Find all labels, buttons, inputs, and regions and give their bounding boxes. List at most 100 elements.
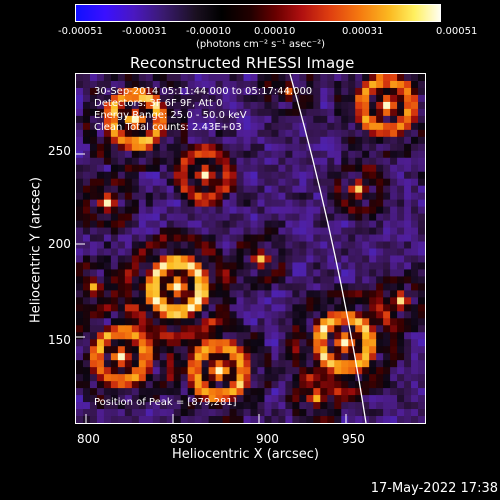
image-pixel	[292, 402, 300, 410]
image-pixel	[411, 185, 419, 194]
image-pixel	[103, 360, 112, 368]
image-pixel	[117, 367, 126, 375]
image-pixel	[348, 332, 356, 340]
image-pixel	[397, 74, 405, 82]
image-pixel	[264, 115, 273, 124]
image-pixel	[250, 157, 259, 166]
image-pixel	[159, 276, 168, 284]
image-pixel	[320, 220, 328, 229]
image-pixel	[397, 262, 405, 271]
image-pixel	[215, 108, 224, 117]
image-pixel	[124, 129, 133, 138]
image-pixel	[76, 311, 84, 319]
image-pixel	[264, 185, 273, 194]
image-pixel	[355, 269, 363, 278]
image-pixel	[271, 178, 280, 187]
image-pixel	[355, 325, 363, 333]
image-pixel	[334, 297, 342, 305]
image-pixel	[76, 346, 84, 354]
image-pixel	[334, 150, 342, 159]
image-pixel	[110, 129, 119, 138]
image-pixel	[229, 129, 238, 138]
image-pixel	[390, 304, 398, 312]
image-pixel	[320, 192, 328, 201]
image-pixel	[285, 87, 293, 96]
image-pixel	[418, 283, 425, 291]
image-pixel	[376, 171, 384, 180]
image-pixel	[201, 220, 210, 229]
image-pixel	[411, 80, 419, 89]
image-pixel	[152, 381, 161, 389]
image-pixel	[390, 129, 398, 138]
image-pixel	[320, 136, 328, 145]
image-pixel	[201, 353, 210, 361]
image-pixel	[397, 234, 405, 243]
image-pixel	[222, 164, 231, 173]
image-pixel	[313, 304, 321, 312]
image-pixel	[327, 374, 335, 382]
image-pixel	[194, 143, 203, 152]
image-pixel	[390, 318, 398, 326]
image-pixel	[194, 192, 203, 201]
image-pixel	[306, 318, 314, 326]
image-pixel	[264, 241, 273, 250]
image-pixel	[159, 311, 168, 319]
image-pixel	[110, 276, 119, 284]
image-pixel	[103, 276, 112, 284]
image-pixel	[117, 339, 126, 347]
image-pixel	[180, 122, 189, 131]
image-pixel	[117, 129, 126, 138]
image-pixel	[76, 353, 84, 361]
image-pixel	[278, 353, 286, 361]
image-pixel	[76, 409, 84, 417]
image-pixel	[362, 129, 370, 138]
image-pixel	[264, 283, 273, 291]
image-pixel	[117, 402, 126, 410]
image-pixel	[411, 290, 419, 298]
image-pixel	[362, 234, 370, 243]
image-pixel	[89, 220, 98, 229]
image-pixel	[369, 255, 377, 264]
x-tick-label: 800	[77, 432, 100, 446]
image-pixel	[278, 143, 286, 152]
image-pixel	[187, 374, 196, 382]
image-pixel	[397, 80, 405, 89]
image-pixel	[173, 269, 182, 278]
image-pixel	[159, 346, 168, 354]
image-pixel	[152, 136, 161, 145]
image-pixel	[362, 157, 370, 166]
image-pixel	[243, 234, 252, 243]
image-pixel	[152, 234, 161, 243]
image-pixel	[292, 367, 300, 375]
image-pixel	[271, 171, 280, 180]
image-pixel	[257, 346, 266, 354]
image-pixel	[397, 108, 405, 117]
image-pixel	[257, 332, 266, 340]
image-pixel	[411, 101, 419, 110]
image-pixel	[145, 143, 154, 152]
image-pixel	[194, 332, 203, 340]
image-pixel	[278, 325, 286, 333]
image-pixel	[187, 248, 196, 257]
image-pixel	[292, 220, 300, 229]
image-pixel	[299, 122, 307, 131]
image-pixel	[390, 220, 398, 229]
image-pixel	[138, 339, 147, 347]
image-pixel	[222, 332, 231, 340]
image-pixel	[243, 360, 252, 368]
image-pixel	[159, 136, 168, 145]
image-pixel	[131, 143, 140, 152]
image-pixel	[159, 178, 168, 187]
image-pixel	[250, 311, 259, 319]
image-pixel	[187, 122, 196, 131]
image-pixel	[110, 74, 119, 82]
image-pixel	[264, 199, 273, 208]
image-pixel	[320, 157, 328, 166]
image-pixel	[411, 381, 419, 389]
image-pixel	[117, 108, 126, 117]
image-pixel	[271, 409, 280, 417]
image-pixel	[180, 339, 189, 347]
image-pixel	[124, 332, 133, 340]
image-pixel	[229, 213, 238, 222]
image-pixel	[327, 74, 335, 82]
